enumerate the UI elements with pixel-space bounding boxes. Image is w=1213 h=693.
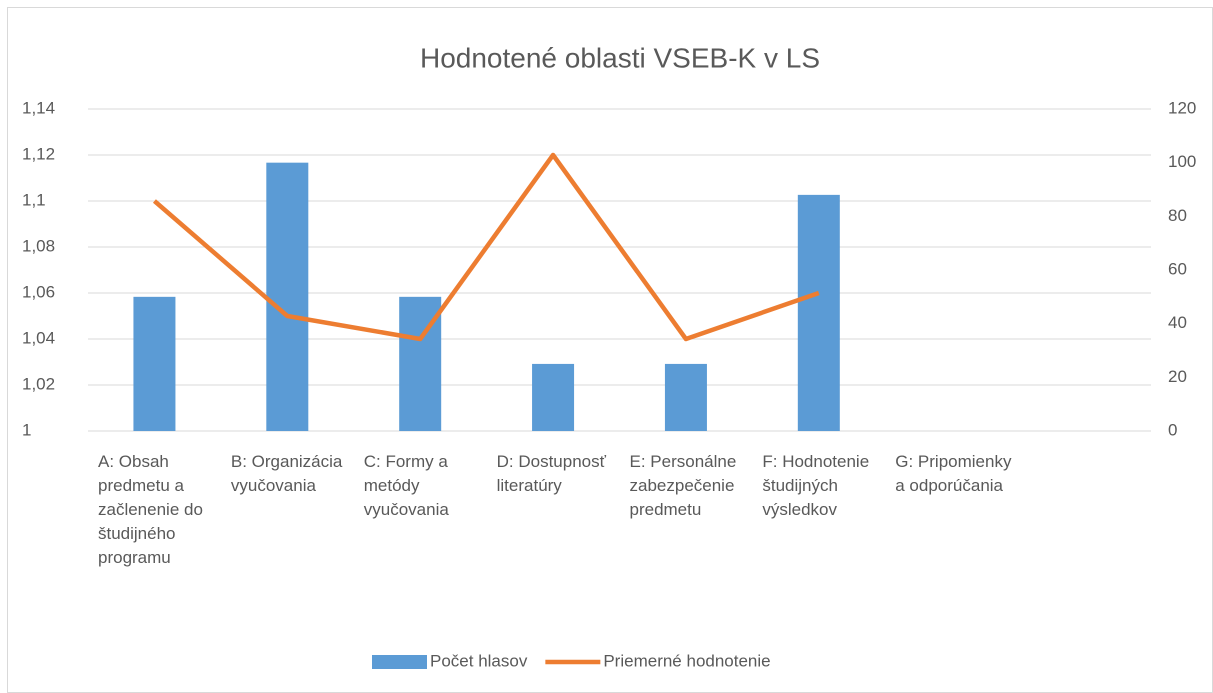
y-tick-label: 1,1 (22, 190, 46, 209)
y-tick-label: 1 (22, 420, 31, 439)
y-tick-label: 1,02 (22, 374, 55, 393)
y-tick-label: 1,14 (22, 98, 55, 117)
chart-title: Hodnotené oblasti VSEB-K v LS (420, 42, 820, 73)
y2-tick-label: 120 (1168, 98, 1196, 117)
bar (797, 194, 840, 431)
x-tick-label: D: Dostupnosť literatúry (496, 452, 606, 495)
x-tick-label: A: Obsah predmetu a začlenenie do študij… (98, 452, 203, 567)
y2-tick-label: 40 (1168, 313, 1187, 332)
y-tick-label: 1,06 (22, 282, 55, 301)
legend-label: Priemerné hodnotenie (603, 651, 770, 670)
x-tick-label: E: Personálne zabezpečenie predmetu (629, 452, 737, 519)
frame (7, 7, 1213, 693)
y2-tick-label: 20 (1168, 367, 1187, 386)
x-tick-label: F: Hodnotenie študijných výsledkov (762, 452, 870, 519)
bar (133, 296, 176, 431)
y-tick-label: 1,08 (22, 236, 55, 255)
line (152, 152, 820, 342)
legend-label: Počet hlasov (430, 651, 528, 670)
legend-swatch (372, 655, 427, 669)
x-tick-label: B: Organizácia vyučovania (230, 452, 343, 495)
y2-tick-label: 0 (1168, 420, 1177, 439)
y2-tick-label: 60 (1168, 259, 1187, 278)
y-tick-label: 1,04 (22, 328, 55, 347)
y2-tick-label: 80 (1168, 206, 1187, 225)
x-tick-label: G: Pripomienky a odporúčania (895, 452, 1012, 495)
y-tick-label: 1,12 (22, 144, 55, 163)
y2-tick-label: 100 (1168, 152, 1196, 171)
bar (532, 363, 575, 431)
bar (664, 363, 707, 431)
x-tick-label: C: Formy a metódy vyučovania (363, 452, 449, 519)
bar (266, 162, 309, 431)
